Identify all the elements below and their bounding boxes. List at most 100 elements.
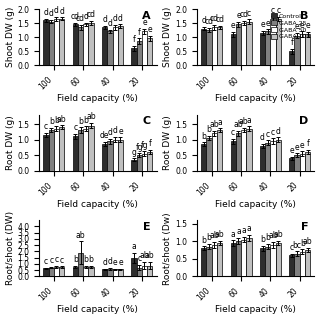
Bar xyxy=(236,133,241,171)
Y-axis label: Root/shoot (DW): Root/shoot (DW) xyxy=(5,211,14,285)
Bar xyxy=(230,141,236,171)
Text: c: c xyxy=(271,128,275,137)
Bar xyxy=(49,130,54,171)
Text: d: d xyxy=(102,258,107,267)
Bar xyxy=(212,245,217,276)
Bar xyxy=(102,144,107,171)
Bar xyxy=(73,136,78,171)
Bar xyxy=(265,143,270,171)
Bar xyxy=(118,140,123,171)
Bar xyxy=(212,133,217,171)
Text: cd: cd xyxy=(71,12,80,21)
Text: E: E xyxy=(143,222,151,232)
Text: d: d xyxy=(49,9,54,18)
Bar xyxy=(88,23,94,65)
Legend: Control, GABA 25, GABA 50, GABA 100: Control, GABA 25, GABA 50, GABA 100 xyxy=(269,12,311,41)
Text: fg: fg xyxy=(135,143,143,152)
Bar xyxy=(102,27,107,65)
Text: e: e xyxy=(266,19,270,28)
Bar xyxy=(270,19,276,65)
Text: ab: ab xyxy=(210,231,219,240)
Text: e: e xyxy=(300,21,305,30)
Text: b: b xyxy=(201,236,206,244)
Text: d: d xyxy=(260,133,265,142)
Text: a: a xyxy=(241,226,246,236)
Text: b: b xyxy=(201,132,206,141)
X-axis label: Field capacity (%): Field capacity (%) xyxy=(215,94,296,103)
Bar xyxy=(260,33,265,65)
Bar xyxy=(294,253,300,276)
Text: a: a xyxy=(247,224,252,233)
Bar xyxy=(217,130,222,171)
X-axis label: Field capacity (%): Field capacity (%) xyxy=(57,94,138,103)
Bar xyxy=(206,246,212,276)
Text: e: e xyxy=(231,21,236,30)
Text: e: e xyxy=(295,22,300,31)
Bar xyxy=(201,248,206,276)
Text: a: a xyxy=(132,242,136,251)
Bar xyxy=(206,30,212,65)
Text: c: c xyxy=(231,128,235,137)
Bar xyxy=(305,152,310,171)
Bar xyxy=(276,19,281,65)
Bar xyxy=(300,154,305,171)
Bar xyxy=(260,248,265,276)
Text: d: d xyxy=(276,127,281,136)
Bar xyxy=(276,243,281,276)
Y-axis label: Shoot DW (g): Shoot DW (g) xyxy=(164,7,172,67)
Text: b: b xyxy=(49,117,54,126)
Bar xyxy=(107,269,113,276)
Bar xyxy=(83,129,88,171)
Text: ab: ab xyxy=(234,120,243,129)
Bar xyxy=(49,268,54,276)
Bar xyxy=(88,267,94,276)
Bar xyxy=(78,27,83,65)
Text: D: D xyxy=(299,116,308,126)
Text: b: b xyxy=(265,233,270,242)
Text: b: b xyxy=(300,239,305,248)
Text: b: b xyxy=(84,116,88,125)
Bar xyxy=(201,144,206,171)
Bar xyxy=(142,31,147,65)
Y-axis label: Root DW (g): Root DW (g) xyxy=(5,115,14,170)
Bar xyxy=(236,24,241,65)
Text: c: c xyxy=(49,256,53,265)
Bar xyxy=(241,23,246,65)
Bar xyxy=(54,19,59,65)
Bar xyxy=(300,34,305,65)
Text: cd: cd xyxy=(204,17,214,27)
Text: ab: ab xyxy=(239,117,249,126)
Text: F: F xyxy=(301,222,308,232)
Bar xyxy=(59,19,64,65)
Bar xyxy=(294,36,300,65)
Bar xyxy=(73,24,78,65)
Bar xyxy=(289,51,294,65)
Text: B: B xyxy=(300,11,308,21)
Text: ab: ab xyxy=(145,251,155,260)
Bar xyxy=(270,141,276,171)
Bar xyxy=(131,258,137,276)
Bar xyxy=(147,152,152,171)
Bar xyxy=(230,243,236,276)
Text: cd: cd xyxy=(87,11,96,20)
Bar xyxy=(305,250,310,276)
Text: c: c xyxy=(44,257,48,266)
Text: f: f xyxy=(132,36,135,44)
Bar xyxy=(246,129,252,171)
Text: c: c xyxy=(247,9,251,18)
Text: g: g xyxy=(132,148,136,156)
Text: cd: cd xyxy=(210,14,219,23)
X-axis label: Field capacity (%): Field capacity (%) xyxy=(215,306,296,315)
Text: A: A xyxy=(142,11,151,21)
Text: b: b xyxy=(54,116,59,124)
Text: b: b xyxy=(207,233,212,243)
Bar xyxy=(142,266,147,276)
Bar xyxy=(43,135,49,171)
Bar xyxy=(118,269,123,276)
Text: e: e xyxy=(290,146,294,155)
Text: b: b xyxy=(260,235,265,244)
Bar xyxy=(131,160,137,171)
Text: e: e xyxy=(260,20,265,29)
Bar xyxy=(88,125,94,171)
Text: a: a xyxy=(217,118,222,127)
